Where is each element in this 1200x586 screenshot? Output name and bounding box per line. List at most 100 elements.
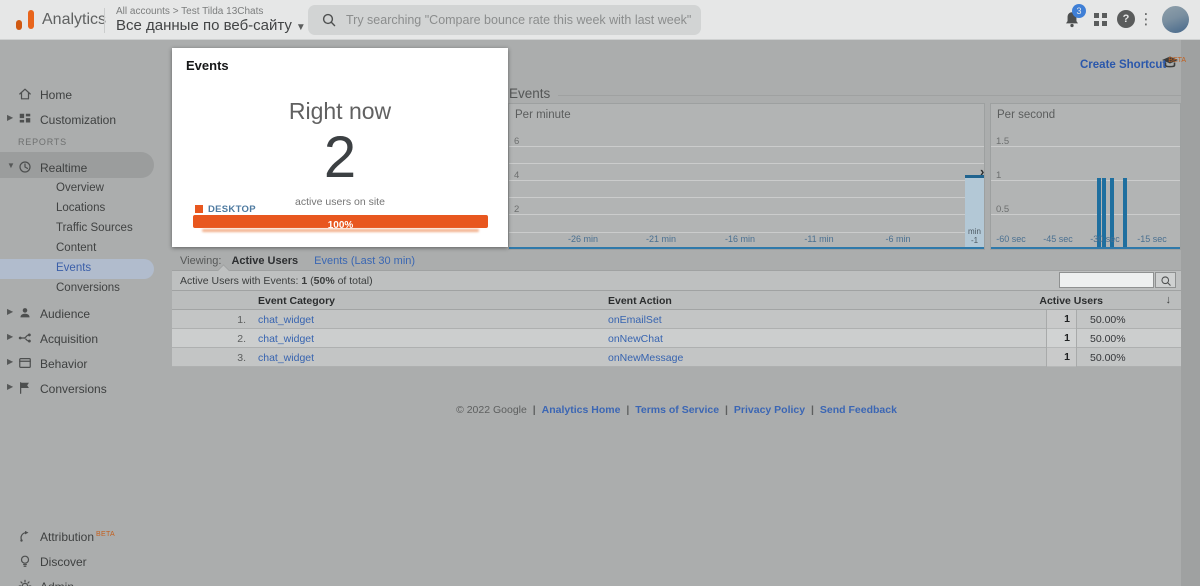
- x-axis-tick: -6 min: [885, 234, 911, 244]
- global-search-input[interactable]: [346, 5, 691, 35]
- table-filter-search-button[interactable]: [1155, 272, 1176, 288]
- percent-cell: 50.00%: [1090, 352, 1126, 364]
- gridline: [991, 146, 1180, 147]
- search-icon: [1160, 276, 1171, 286]
- sidebar-item-realtime[interactable]: ▼ Realtime: [0, 158, 172, 180]
- per-second-bar[interactable]: [1097, 178, 1101, 247]
- sidebar-item-attribution[interactable]: Attribution BETA: [0, 527, 172, 549]
- x-axis-tick: -11 min: [804, 234, 834, 244]
- footer-link-privacy[interactable]: Privacy Policy: [733, 404, 806, 416]
- sidebar-item-label: Home: [40, 88, 73, 102]
- current-minute-bar[interactable]: min -1: [965, 175, 984, 247]
- percent-cell: 50.00%: [1090, 333, 1126, 345]
- notification-badge: 3: [1072, 4, 1086, 18]
- per-second-bar[interactable]: [1123, 178, 1127, 247]
- breadcrumb[interactable]: All accounts > Test Tilda 13Chats: [116, 6, 264, 17]
- y-axis-tick: 1.5: [996, 136, 1010, 147]
- right-gutter: [1181, 40, 1200, 586]
- event-category-link[interactable]: chat_widget: [258, 352, 315, 364]
- viewing-label: Viewing:: [180, 255, 222, 267]
- analytics-logo-icon[interactable]: [14, 10, 36, 30]
- footer-link-terms[interactable]: Terms of Service: [635, 404, 720, 416]
- sidebar-item-traffic-sources[interactable]: Traffic Sources: [56, 222, 133, 234]
- sidebar-item-audience[interactable]: ▶ Audience: [0, 304, 172, 326]
- notifications-button[interactable]: 3: [1060, 4, 1086, 32]
- viewing-toolbar: Viewing: Active Users Events (Last 30 mi…: [180, 255, 415, 267]
- gear-icon: [18, 579, 32, 586]
- event-action-link[interactable]: onNewChat: [608, 333, 663, 345]
- desktop-percentage-bar[interactable]: 100%: [193, 215, 488, 231]
- flag-icon: [20, 382, 29, 394]
- tab-active-users[interactable]: Active Users: [231, 255, 299, 267]
- help-icon: ?: [1117, 10, 1135, 28]
- sidebar-item-discover[interactable]: Discover: [0, 552, 172, 574]
- x-axis-tick: -26 min: [567, 234, 599, 244]
- active-users-subtitle: active users on site: [295, 196, 385, 208]
- event-category-link[interactable]: chat_widget: [258, 333, 315, 345]
- per-second-bar[interactable]: [1110, 178, 1114, 247]
- global-search[interactable]: [308, 5, 701, 35]
- chevron-down-icon: ▼: [295, 22, 306, 33]
- sidebar-item-overview[interactable]: Overview: [56, 182, 104, 194]
- bar-reflection: [202, 229, 479, 232]
- column-header-event-action[interactable]: Event Action: [608, 295, 672, 307]
- tab-events-last-30-min[interactable]: Events (Last 30 min): [314, 255, 416, 267]
- desktop-legend-label: DESKTOP: [208, 204, 256, 215]
- sidebar-item-admin[interactable]: Admin: [0, 577, 172, 586]
- per-second-chart-title: Per second: [997, 109, 1056, 121]
- sidebar-item-events[interactable]: Events: [56, 262, 92, 274]
- apps-button[interactable]: [1088, 8, 1112, 32]
- table-filter-input[interactable]: [1059, 272, 1154, 288]
- event-action-link[interactable]: onEmailSet: [608, 314, 662, 326]
- chart-scroll-right-icon[interactable]: ›: [980, 164, 985, 179]
- gridline: [509, 232, 984, 233]
- collapse-arrow-icon: ▼: [7, 161, 15, 170]
- active-users-cell: 1: [1046, 310, 1077, 329]
- sidebar-item-label: Realtime: [40, 161, 88, 175]
- sidebar-item-content[interactable]: Content: [56, 242, 97, 254]
- view-selector-label: Все данные по веб-сайту: [116, 17, 292, 34]
- event-category-link[interactable]: chat_widget: [258, 314, 315, 326]
- x-axis-tick: -21 min: [645, 234, 677, 244]
- x-axis-tick: -45 sec: [1043, 234, 1073, 244]
- sidebar-item-conversions[interactable]: ▶ Conversions: [0, 379, 172, 401]
- help-button[interactable]: ?: [1114, 8, 1138, 32]
- overflow-menu-button[interactable]: ⋮: [1138, 8, 1154, 32]
- view-selector[interactable]: Все данные по веб-сайту ▼: [116, 17, 306, 34]
- sidebar-item-acquisition[interactable]: ▶ Acquisition: [0, 329, 172, 351]
- reports-section-label: REPORTS: [18, 137, 67, 147]
- lightbulb-icon: [20, 555, 30, 567]
- vertical-dots-icon: ⋮: [1138, 11, 1154, 28]
- create-shortcut-button[interactable]: Create Shortcut BETA: [1080, 55, 1186, 71]
- y-axis-tick: 6: [514, 136, 520, 147]
- top-header: Analytics All accounts > Test Tilda 13Ch…: [0, 0, 1200, 40]
- home-icon: [19, 88, 31, 100]
- customization-icon: [19, 113, 31, 123]
- academy-cap-icon[interactable]: [1160, 54, 1180, 70]
- column-header-active-users[interactable]: Active Users: [1039, 295, 1103, 307]
- footer-link-feedback[interactable]: Send Feedback: [819, 404, 897, 416]
- attribution-icon: [20, 530, 29, 542]
- sidebar-item-locations[interactable]: Locations: [56, 202, 106, 214]
- sidebar-item-realtime-conversions[interactable]: Conversions: [56, 282, 120, 294]
- column-header-event-category[interactable]: Event Category: [258, 295, 336, 307]
- sidebar-item-realtime-highlight: [0, 152, 154, 178]
- x-axis-tick: -60 sec: [996, 234, 1026, 244]
- acquisition-icon: [18, 333, 31, 343]
- per-second-bar[interactable]: [1102, 178, 1106, 247]
- sidebar-item-label: Behavior: [40, 357, 88, 371]
- product-name: Analytics: [42, 11, 107, 28]
- sidebar-item-customization[interactable]: ▶ Customization: [0, 110, 172, 132]
- footer-link-analytics-home[interactable]: Analytics Home: [541, 404, 621, 416]
- expand-arrow-icon: ▶: [7, 307, 14, 316]
- gridline: [509, 180, 984, 181]
- y-axis-tick: 0.5: [996, 204, 1010, 215]
- user-avatar[interactable]: [1162, 6, 1189, 33]
- beta-badge: BETA: [96, 531, 115, 538]
- summary-text: Active Users with Events: 1 (50% of tota…: [180, 275, 373, 287]
- sidebar-item-behavior[interactable]: ▶ Behavior: [0, 354, 172, 376]
- sort-descending-icon[interactable]: ↓: [1165, 294, 1172, 306]
- summary-count: 1: [301, 275, 308, 287]
- event-action-link[interactable]: onNewMessage: [608, 352, 684, 364]
- sidebar-item-home[interactable]: Home: [0, 85, 172, 107]
